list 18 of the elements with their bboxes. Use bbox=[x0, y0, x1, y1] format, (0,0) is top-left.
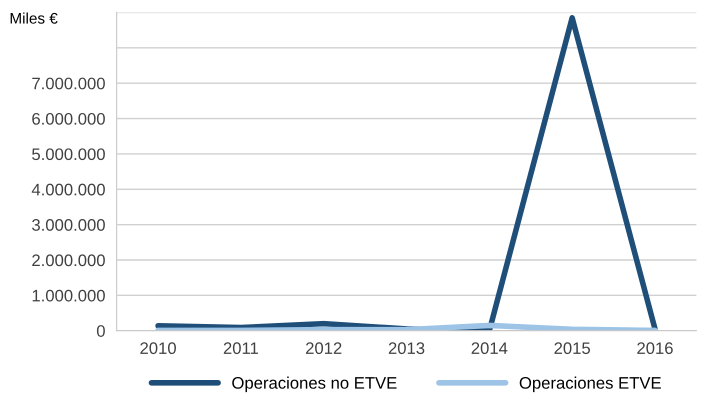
y-tick-label: 7.000.000 bbox=[32, 78, 105, 90]
y-tick-label: 4.000.000 bbox=[32, 184, 105, 196]
x-tick-label: 2011 bbox=[224, 342, 258, 354]
x-tick-label: 2013 bbox=[388, 342, 424, 354]
legend-label: Operaciones ETVE bbox=[520, 376, 661, 392]
y-axis-title: Miles € bbox=[10, 12, 58, 24]
y-tick-label: 3.000.000 bbox=[32, 219, 105, 231]
x-tick-label: 2014 bbox=[472, 342, 508, 354]
legend-label: Operaciones no ETVE bbox=[232, 376, 397, 392]
x-tick-label: 2015 bbox=[554, 342, 590, 354]
y-tick-label: 1.000.000 bbox=[32, 290, 105, 302]
y-tick-label: 5.000.000 bbox=[32, 148, 105, 160]
x-tick-label: 2010 bbox=[140, 342, 176, 354]
x-tick-label: 2012 bbox=[306, 342, 342, 354]
y-tick-label: 6.000.000 bbox=[32, 112, 105, 125]
y-tick-label: 2.000.000 bbox=[32, 254, 105, 266]
x-tick-label: 2016 bbox=[637, 342, 673, 354]
y-tick-label: 0 bbox=[96, 325, 105, 337]
